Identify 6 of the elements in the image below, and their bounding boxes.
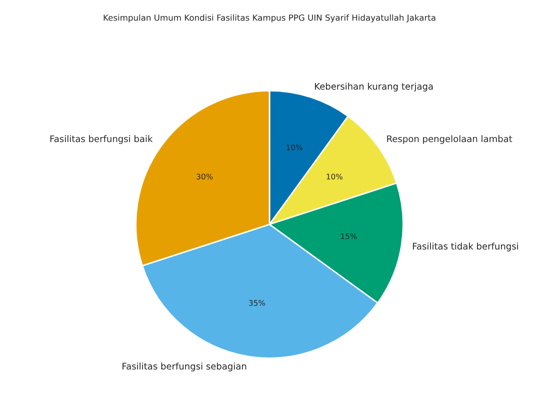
slice-label: Fasilitas berfungsi sebagian [122,362,246,372]
slice-label: Respon pengelolaan lambat [387,135,512,144]
slice-label: Fasilitas berfungsi baik [50,135,153,144]
chart-title: Kesimpulan Umum Kondisi Fasilitas Kampus PPG UIN Syarif Hidayatullah Jakarta [104,14,436,22]
slice-label: Kebersihan kurang terjaga [314,82,433,92]
slice-label: Fasilitas tidak berfungsi [412,242,518,252]
